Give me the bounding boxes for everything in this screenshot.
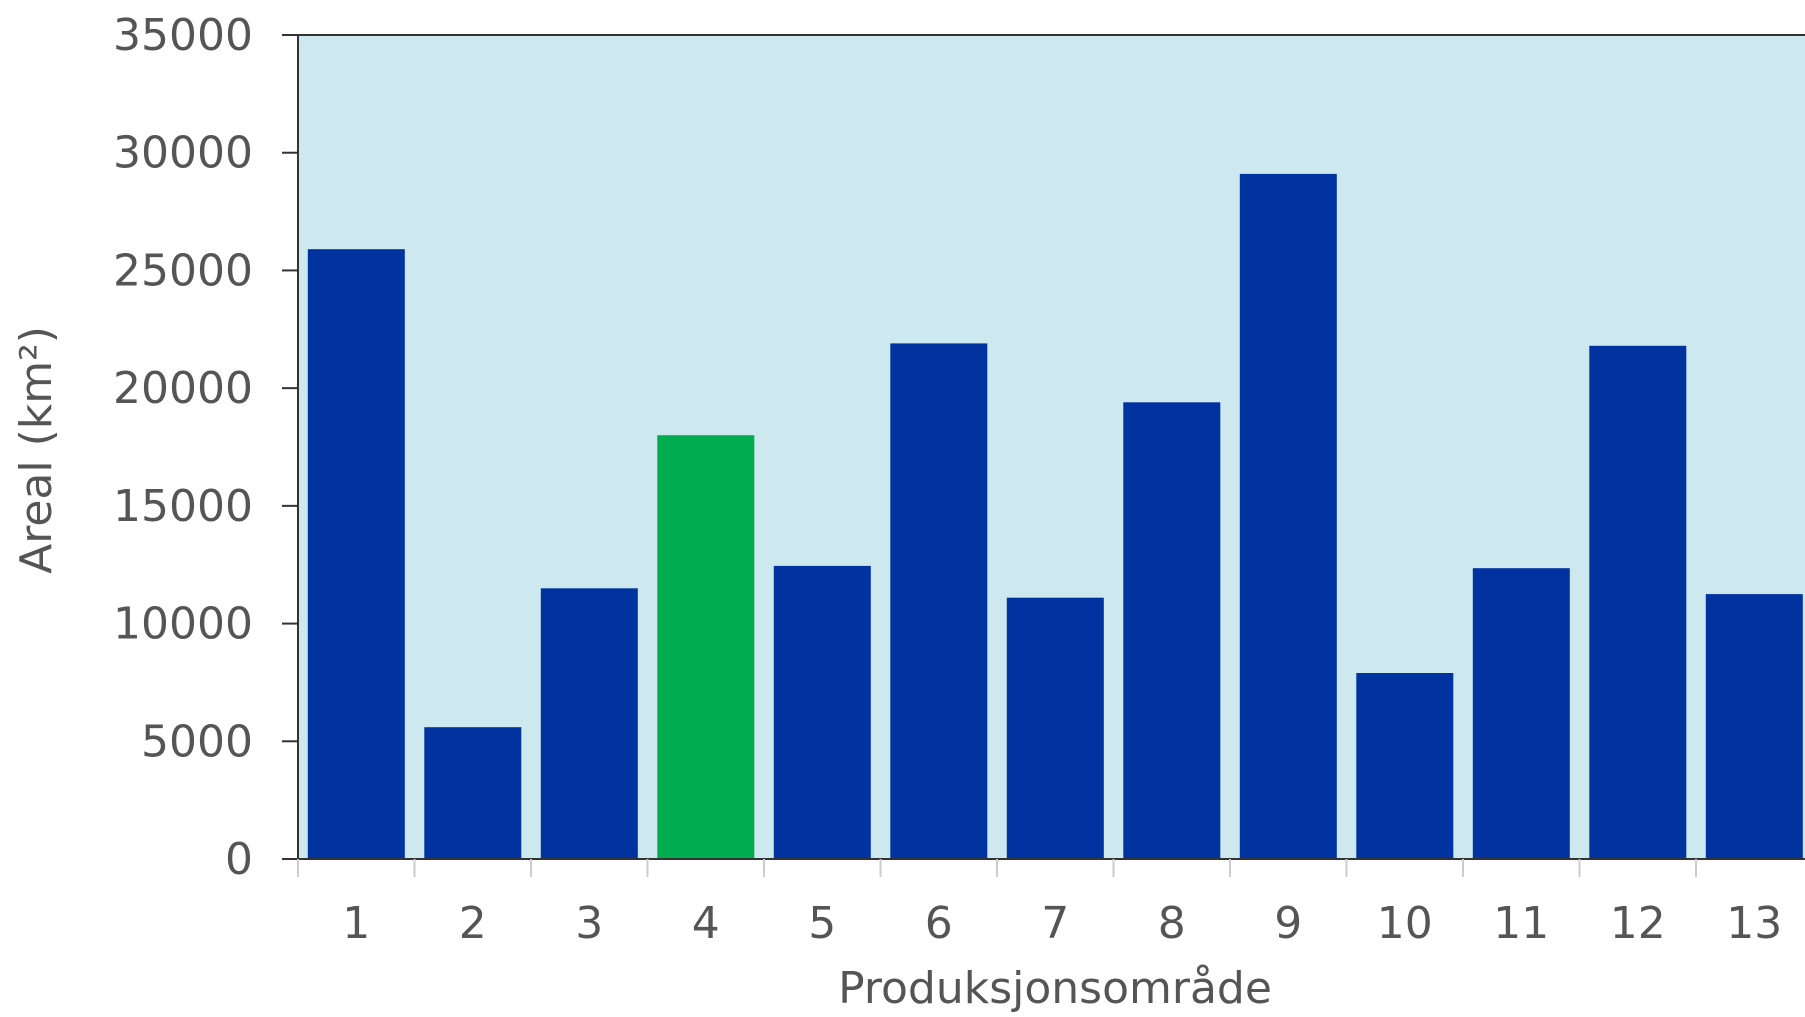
- x-tick-label: 11: [1493, 898, 1549, 949]
- bar-10: [1356, 673, 1454, 859]
- bar-7: [1006, 597, 1104, 859]
- x-tick-label: 2: [459, 898, 487, 949]
- bar-5: [773, 565, 871, 859]
- x-tick-label: 6: [925, 898, 953, 949]
- x-axis-title: Produksjonsområde: [838, 963, 1272, 1014]
- bar-13: [1705, 594, 1803, 859]
- y-tick-label: 5000: [141, 716, 253, 767]
- x-tick-label: 8: [1158, 898, 1186, 949]
- y-tick-label: 25000: [113, 245, 253, 296]
- y-tick-label: 30000: [113, 128, 253, 179]
- y-tick-label: 20000: [113, 363, 253, 414]
- bar-8: [1123, 402, 1221, 859]
- x-tick-label: 4: [692, 898, 720, 949]
- bar-6: [890, 343, 988, 859]
- bar-4: [657, 435, 755, 859]
- x-tick-label: 13: [1726, 898, 1782, 949]
- x-tick-label: 9: [1274, 898, 1302, 949]
- bar-11: [1472, 568, 1570, 859]
- bar-2: [424, 727, 522, 859]
- x-axis: 1 2 3 4 5 6 7 8 9 10 11 12 13: [297, 858, 1805, 949]
- y-tick-label: 0: [225, 834, 253, 885]
- y-axis: 0 5000 10000 15000 20000 25000 30000 35000: [113, 10, 1805, 885]
- bar-9: [1239, 173, 1337, 859]
- x-tick-label: 10: [1377, 898, 1433, 949]
- x-tick-label: 3: [575, 898, 603, 949]
- x-tick-label: 7: [1041, 898, 1069, 949]
- bar-3: [540, 588, 638, 859]
- y-axis-title: Areal (km²): [11, 326, 62, 574]
- x-tick-label: 5: [808, 898, 836, 949]
- bar-1: [307, 249, 405, 859]
- bar-12: [1589, 345, 1687, 859]
- y-tick-label: 10000: [113, 599, 253, 650]
- x-tick-label: 12: [1610, 898, 1666, 949]
- y-tick-label: 35000: [113, 10, 253, 61]
- x-tick-label: 1: [342, 898, 370, 949]
- y-tick-label: 15000: [113, 481, 253, 532]
- bars-group: [307, 173, 1803, 859]
